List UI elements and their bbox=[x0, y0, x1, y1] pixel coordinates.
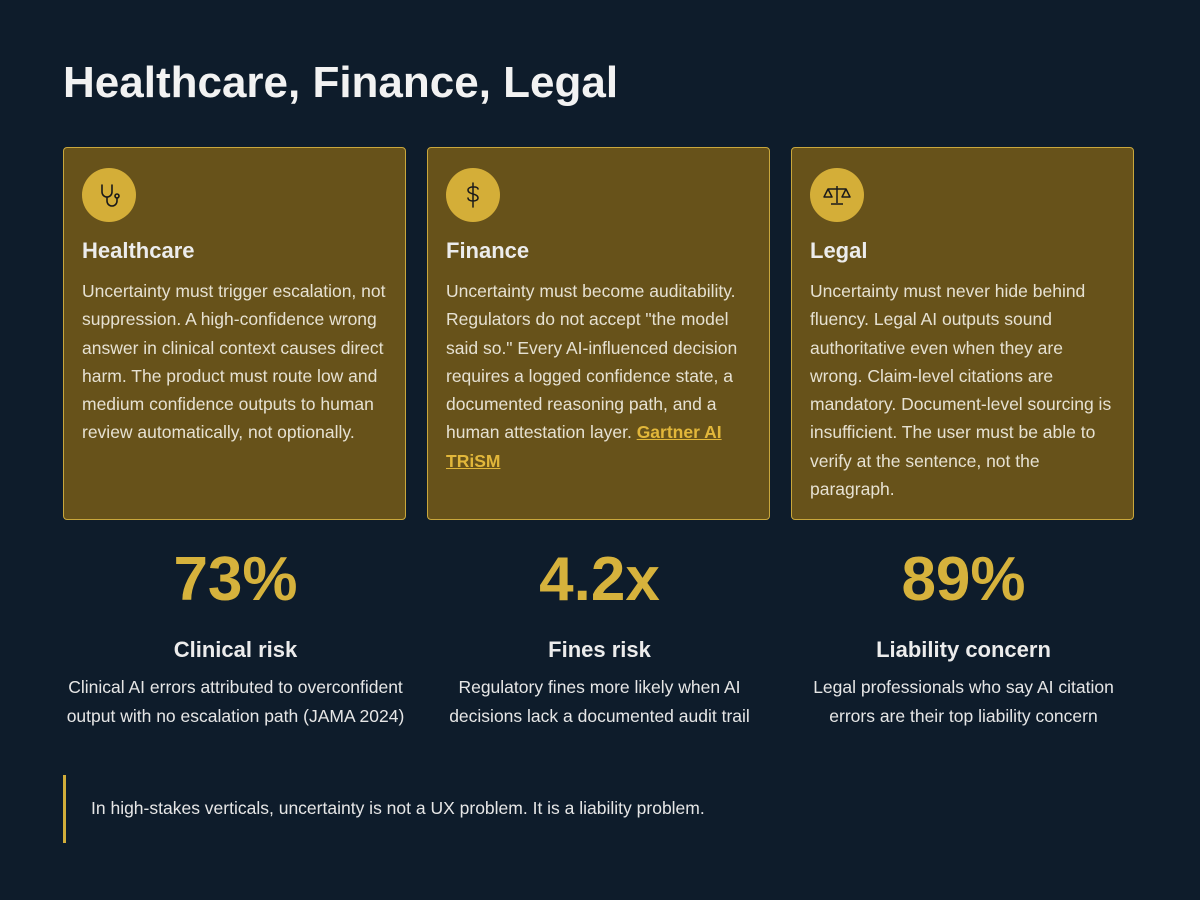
card-title: Healthcare bbox=[82, 238, 195, 263]
card-body: Uncertainty must become auditability. Re… bbox=[446, 277, 755, 475]
source-link[interactable]: Gartner AI TRiSM bbox=[446, 422, 722, 471]
stat: 89% Liability concern Legal professional… bbox=[791, 540, 1136, 730]
stat-description: Regulatory fines more likely when AI dec… bbox=[449, 677, 750, 726]
icon bbox=[810, 168, 864, 222]
icon bbox=[446, 168, 500, 222]
stat-label: Fines risk bbox=[548, 637, 651, 662]
stat-description: Legal professionals who say AI citation … bbox=[813, 677, 1114, 726]
card: Legal Uncertainty must never hide behind… bbox=[791, 147, 1134, 520]
card-body-text: Uncertainty must become auditability. Re… bbox=[446, 281, 738, 443]
card-title: Legal bbox=[810, 238, 868, 263]
stat-label: Liability concern bbox=[876, 637, 1051, 662]
stat-value: 4.2x bbox=[539, 545, 660, 614]
stat-label: Clinical risk bbox=[173, 637, 298, 662]
card-body: Uncertainty must trigger escalation, not… bbox=[82, 281, 386, 443]
stat-value: 89% bbox=[901, 545, 1026, 614]
card-body: Uncertainty must never hide behind fluen… bbox=[810, 281, 1112, 500]
stat-value: 73% bbox=[173, 545, 298, 614]
icon bbox=[82, 168, 136, 222]
stat-description: Clinical AI errors attributed to overcon… bbox=[66, 677, 405, 726]
card: Healthcare Uncertainty must trigger esca… bbox=[63, 147, 406, 520]
page-title: Healthcare, Finance, Legal bbox=[63, 58, 619, 107]
callout-text: In high-stakes verticals, uncertainty is… bbox=[91, 798, 705, 818]
stat: 73% Clinical risk Clinical AI errors att… bbox=[63, 540, 408, 730]
card-title: Finance bbox=[446, 238, 530, 263]
card: Finance Uncertainty must become auditabi… bbox=[427, 147, 770, 520]
callout: In high-stakes verticals, uncertainty is… bbox=[63, 775, 705, 843]
stat: 4.2x Fines risk Regulatory fines more li… bbox=[427, 540, 772, 730]
